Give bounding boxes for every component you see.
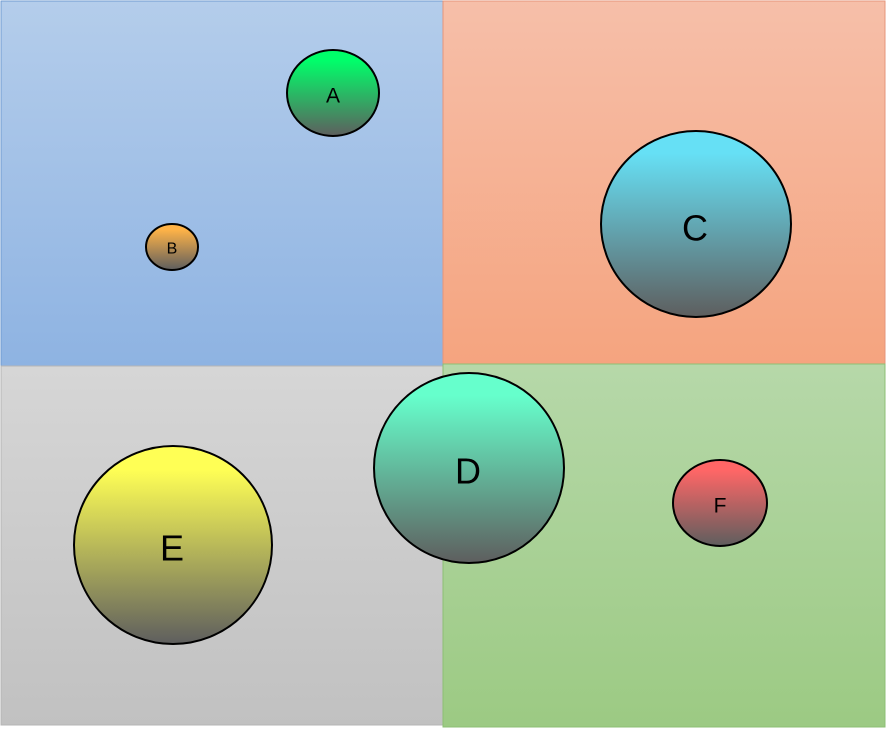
circle-d[interactable]: D	[373, 372, 565, 564]
circle-a-shape	[286, 49, 380, 137]
circle-c-shape	[600, 130, 792, 318]
circle-d-label: D	[455, 451, 481, 492]
circle-c-label: C	[682, 208, 708, 249]
circle-c[interactable]: C	[600, 130, 792, 318]
circle-b-shape	[145, 223, 199, 271]
circle-d-shape	[373, 372, 565, 564]
circle-e-label: E	[160, 528, 184, 569]
circle-f[interactable]: F	[672, 459, 768, 547]
circle-a-label: A	[326, 85, 340, 108]
circle-f-shape	[672, 459, 768, 547]
quadrant-top-left	[0, 0, 444, 367]
circle-b[interactable]: B	[145, 223, 199, 271]
circle-a[interactable]: A	[286, 49, 380, 137]
circle-e[interactable]: E	[73, 445, 273, 645]
circle-f-label: F	[714, 495, 727, 518]
circle-e-shape	[73, 445, 273, 645]
circle-b-label: B	[167, 241, 178, 258]
